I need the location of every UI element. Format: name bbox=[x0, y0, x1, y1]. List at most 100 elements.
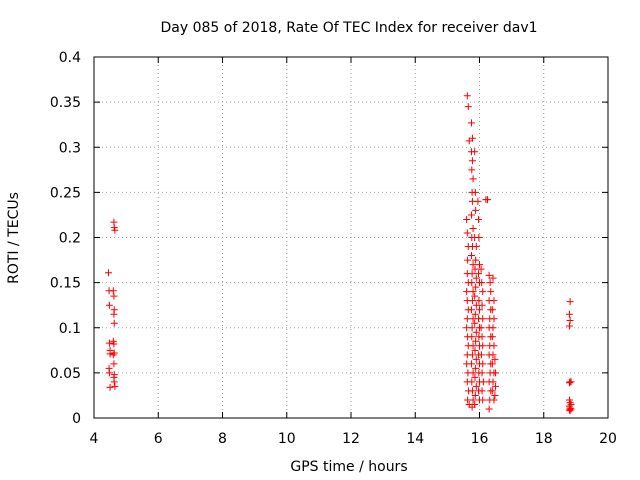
data-point bbox=[469, 288, 477, 296]
data-point bbox=[111, 382, 119, 390]
data-point bbox=[490, 342, 498, 350]
x-tick-label: 16 bbox=[471, 431, 489, 447]
data-point bbox=[567, 405, 575, 413]
data-point bbox=[567, 378, 575, 386]
data-point bbox=[468, 270, 476, 278]
data-point bbox=[468, 351, 476, 359]
data-point bbox=[467, 119, 475, 127]
data-point bbox=[110, 340, 118, 348]
data-point bbox=[477, 265, 485, 273]
y-tick-label: 0.2 bbox=[59, 231, 81, 247]
data-point bbox=[490, 297, 498, 305]
data-point bbox=[106, 383, 114, 391]
data-point bbox=[476, 306, 483, 314]
data-point bbox=[478, 369, 486, 377]
data-point bbox=[478, 301, 486, 309]
data-point bbox=[565, 322, 573, 330]
data-point bbox=[468, 333, 476, 341]
data-point bbox=[479, 315, 487, 323]
x-tick-label: 12 bbox=[342, 431, 360, 447]
data-point bbox=[471, 319, 479, 327]
data-point bbox=[468, 378, 476, 386]
data-point bbox=[475, 215, 483, 223]
data-point bbox=[467, 306, 475, 314]
data-point bbox=[472, 328, 480, 336]
data-point bbox=[105, 369, 113, 377]
data-point bbox=[468, 387, 476, 395]
data-point bbox=[566, 317, 574, 325]
data-point bbox=[109, 287, 117, 295]
data-point bbox=[471, 188, 479, 196]
data-point bbox=[471, 292, 479, 300]
chart-title: Day 085 of 2018, Rate Of TEC Index for r… bbox=[160, 20, 537, 36]
data-point bbox=[471, 400, 479, 408]
data-point bbox=[471, 148, 479, 156]
data-point bbox=[488, 387, 496, 395]
data-point bbox=[489, 324, 497, 332]
data-point bbox=[472, 355, 480, 363]
y-tick-label: 0 bbox=[72, 411, 81, 427]
data-point bbox=[487, 288, 495, 296]
data-point bbox=[471, 373, 479, 381]
data-point bbox=[492, 382, 500, 390]
data-points bbox=[104, 92, 575, 415]
y-tick-label: 0.35 bbox=[50, 95, 81, 111]
data-point bbox=[111, 226, 119, 234]
data-point bbox=[492, 369, 500, 377]
data-point bbox=[468, 297, 476, 305]
data-point bbox=[467, 252, 475, 260]
data-point bbox=[469, 224, 477, 232]
x-axis-label: GPS time / hours bbox=[290, 459, 407, 475]
data-point bbox=[475, 270, 483, 278]
x-tick-label: 18 bbox=[535, 431, 553, 447]
data-point bbox=[490, 315, 498, 323]
data-point bbox=[105, 339, 113, 347]
data-point bbox=[479, 360, 487, 368]
data-point bbox=[110, 349, 118, 357]
data-point bbox=[485, 271, 493, 279]
y-tick-label: 0.25 bbox=[50, 185, 81, 201]
data-point bbox=[488, 333, 496, 341]
data-point bbox=[488, 306, 496, 314]
data-point bbox=[463, 215, 471, 223]
y-axis-label: ROTI / TECUs bbox=[6, 192, 22, 284]
data-point bbox=[471, 310, 479, 318]
data-point bbox=[472, 256, 480, 264]
data-point bbox=[472, 283, 480, 291]
x-tick-label: 10 bbox=[278, 431, 296, 447]
data-point bbox=[472, 364, 480, 372]
y-tick-label: 0.4 bbox=[59, 50, 81, 66]
data-point bbox=[491, 355, 499, 363]
data-point bbox=[468, 166, 476, 174]
data-point bbox=[490, 396, 498, 404]
data-point bbox=[489, 274, 497, 282]
data-point bbox=[105, 301, 113, 309]
data-point bbox=[488, 360, 496, 368]
grid bbox=[94, 57, 608, 418]
data-point bbox=[467, 360, 475, 368]
data-point bbox=[565, 310, 573, 318]
data-point bbox=[469, 261, 477, 269]
data-point bbox=[469, 175, 477, 183]
y-tick-label: 0.1 bbox=[59, 321, 81, 337]
data-point bbox=[472, 382, 480, 390]
x-tick-label: 8 bbox=[218, 431, 227, 447]
data-point bbox=[566, 407, 574, 415]
data-point bbox=[566, 298, 574, 306]
y-tick-label: 0.05 bbox=[50, 366, 81, 382]
data-point bbox=[109, 351, 117, 359]
data-point bbox=[472, 243, 480, 251]
data-point bbox=[464, 103, 472, 111]
data-point bbox=[468, 279, 476, 287]
data-point bbox=[472, 274, 480, 282]
data-point bbox=[478, 333, 486, 341]
data-point bbox=[474, 197, 482, 205]
data-point bbox=[106, 350, 114, 358]
data-point bbox=[110, 360, 118, 368]
x-tick-label: 4 bbox=[90, 431, 99, 447]
data-point bbox=[110, 319, 118, 327]
data-point bbox=[471, 346, 479, 354]
data-point bbox=[477, 324, 485, 332]
data-point bbox=[491, 391, 499, 399]
